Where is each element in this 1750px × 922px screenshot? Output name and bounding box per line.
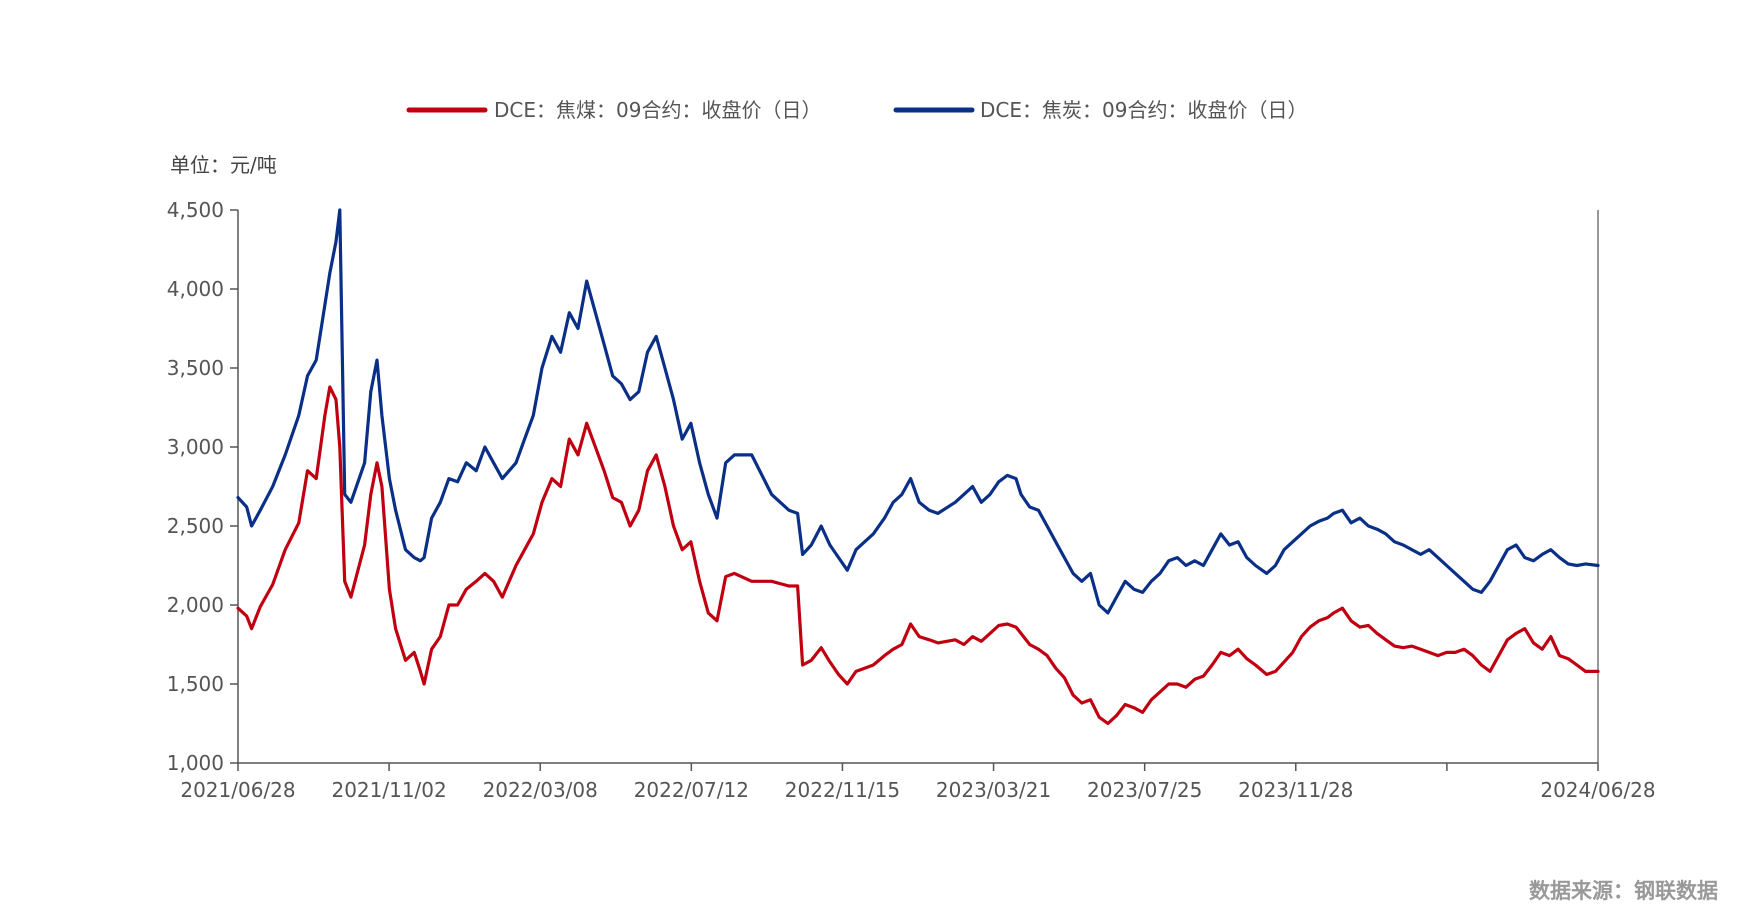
legend: DCE：焦煤：09合约：收盘价（日） DCE：焦炭：09合约：收盘价（日） xyxy=(406,98,1307,122)
series-line-coking-coal xyxy=(236,385,1600,726)
legend-label-coking-coal: DCE：焦煤：09合约：收盘价（日） xyxy=(494,98,821,122)
series-line-coke xyxy=(236,208,1600,615)
x-axis-ticks: 2021/06/28 2021/11/02 2022/03/08 2022/07/12… xyxy=(180,763,1656,802)
source-note: 数据来源：钢联数据 xyxy=(1529,879,1718,903)
axes xyxy=(237,210,1599,764)
x-tick-label: 2021/11/02 xyxy=(331,778,446,802)
y-tick-label: 2,500 xyxy=(167,514,224,538)
y-tick-label: 1,000 xyxy=(167,751,224,775)
y-tick-label: 4,500 xyxy=(167,198,224,222)
y-tick-label: 3,000 xyxy=(167,435,224,459)
legend-label-coke: DCE：焦炭：09合约：收盘价（日） xyxy=(980,98,1307,122)
series-layer xyxy=(236,208,1600,726)
x-tick-label: 2022/03/08 xyxy=(483,778,598,802)
x-tick-label: 2023/07/25 xyxy=(1087,778,1202,802)
x-tick-label: 2022/07/12 xyxy=(634,778,749,802)
x-tick-label: 2021/06/28 xyxy=(180,778,295,802)
x-tick-label: 2023/03/21 xyxy=(936,778,1051,802)
x-tick-label: 2024/06/28 xyxy=(1540,778,1655,802)
x-tick-label: 2022/11/15 xyxy=(785,778,900,802)
y-axis-ticks: 1,000 1,500 2,000 2,500 3,000 3,500 4,000 4,500 xyxy=(167,198,238,775)
y-tick-label: 4,000 xyxy=(167,277,224,301)
y-tick-label: 3,500 xyxy=(167,356,224,380)
x-tick-label: 2023/11/28 xyxy=(1238,778,1353,802)
unit-label: 单位：元/吨 xyxy=(170,153,277,177)
y-tick-label: 2,000 xyxy=(167,593,224,617)
y-tick-label: 1,500 xyxy=(167,672,224,696)
